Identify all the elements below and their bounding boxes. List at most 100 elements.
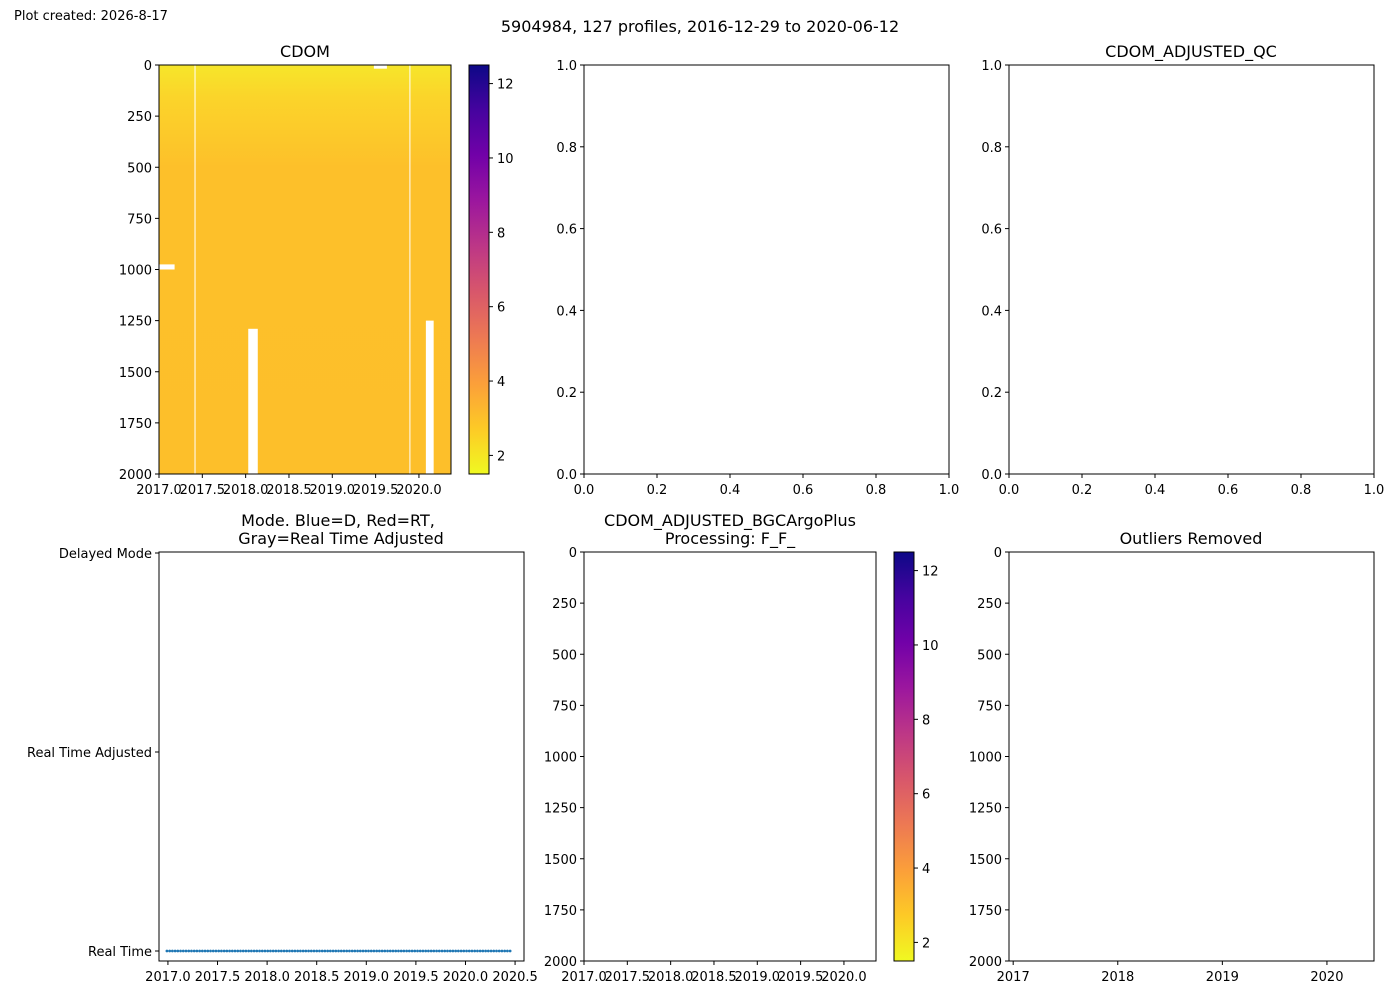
mode-point bbox=[377, 949, 381, 953]
cdom-colorbar-tick-label: 12 bbox=[497, 78, 514, 93]
cdom-x-tick-label: 2019.5 bbox=[353, 483, 399, 498]
mode-point bbox=[481, 949, 485, 953]
empty-top-middle-x-tick-label: 0.8 bbox=[866, 483, 887, 498]
mode-point bbox=[179, 949, 182, 953]
mode-point bbox=[214, 949, 218, 953]
mode-point bbox=[484, 949, 488, 953]
mode-panel: Mode. Blue=D, Red=RT, Gray=Real Time Adj… bbox=[27, 511, 538, 985]
empty-top-middle-x-tick-label: 0.2 bbox=[647, 483, 668, 498]
cdom-y-tick-label: 500 bbox=[127, 161, 152, 176]
mode-point bbox=[225, 949, 229, 953]
outliers-removed-axes-frame bbox=[1008, 551, 1375, 962]
mode-point bbox=[307, 949, 310, 953]
cdom-y-tick-label: 1250 bbox=[119, 315, 152, 330]
cdom-adjusted-qc-y-tick-label: 0.0 bbox=[981, 468, 1002, 483]
cdom-panel: CDOM 2017.02017.52018.02018.52019.02019.… bbox=[119, 42, 514, 498]
mode-point bbox=[424, 949, 428, 953]
mode-point bbox=[407, 949, 411, 953]
mode-point bbox=[255, 949, 259, 953]
mode-point bbox=[247, 949, 251, 953]
mode-point bbox=[170, 949, 174, 953]
cdom-adjusted-bgc-y-tick-label: 1750 bbox=[544, 904, 577, 919]
mode-point bbox=[337, 949, 340, 953]
cdom-colorbar: 2 4 6 8 10 12 bbox=[468, 64, 514, 475]
mode-point bbox=[467, 949, 471, 953]
cdom-x-tick-label: 2017.5 bbox=[180, 483, 226, 498]
outliers-removed-x-tick-label: 2020 bbox=[1310, 970, 1343, 985]
mode-point bbox=[405, 949, 409, 953]
cdom-adjusted-bgc-colorbar-tick-label: 8 bbox=[922, 713, 930, 728]
mode-point bbox=[345, 949, 349, 953]
cdom-adjusted-bgc-y-tick-label: 750 bbox=[552, 699, 577, 714]
cdom-adjusted-qc-x-tick-label: 0.6 bbox=[1218, 483, 1239, 498]
cdom-colorbar-tick-label: 8 bbox=[497, 226, 505, 241]
mode-x-tick-label: 2018.0 bbox=[244, 970, 290, 985]
cdom-adjusted-bgc-axes-frame bbox=[583, 551, 877, 962]
outliers-removed-x-tick-label: 2018 bbox=[1101, 970, 1134, 985]
mode-point bbox=[503, 949, 507, 953]
mode-point bbox=[200, 949, 204, 953]
cdom-adjusted-qc-y-tick-label: 0.8 bbox=[981, 141, 1002, 156]
cdom-y-tick-label: 2000 bbox=[119, 468, 152, 483]
mode-point bbox=[168, 949, 172, 953]
cdom-adjusted-bgc-colorbar-tick-label: 10 bbox=[922, 639, 939, 654]
mode-point bbox=[394, 949, 398, 953]
mode-point bbox=[266, 949, 270, 953]
mode-point bbox=[326, 949, 330, 953]
mode-y-tick-label: Real Time bbox=[88, 945, 152, 960]
empty-top-middle-y-tick-label: 0.0 bbox=[556, 468, 577, 483]
cdom-missing-region bbox=[425, 320, 434, 474]
outliers-removed-y-tick-label: 1250 bbox=[969, 802, 1002, 817]
mode-point bbox=[486, 949, 490, 953]
mode-point bbox=[476, 949, 479, 953]
cdom-y-tick-label: 1750 bbox=[119, 417, 152, 432]
mode-point bbox=[440, 949, 444, 953]
mode-point bbox=[288, 949, 291, 953]
cdom-y-tick-label: 0 bbox=[144, 59, 152, 74]
cdom-missing-region bbox=[409, 65, 411, 474]
empty-top-middle-x-tick-label: 0.4 bbox=[720, 483, 741, 498]
mode-point bbox=[388, 949, 392, 953]
mode-point bbox=[176, 949, 180, 953]
empty-top-middle-y-tick-label: 0.6 bbox=[556, 223, 577, 238]
mode-point bbox=[282, 949, 286, 953]
cdom-adjusted-bgc-y-tick-label: 1500 bbox=[544, 853, 577, 868]
cdom-title: CDOM bbox=[280, 42, 330, 61]
cdom-adjusted-bgc-y-tick-label: 500 bbox=[552, 648, 577, 663]
mode-point bbox=[269, 949, 272, 953]
mode-point bbox=[339, 949, 343, 953]
plot-created-label: Plot created: 2026-8-17 bbox=[14, 9, 168, 24]
mode-point bbox=[459, 949, 463, 953]
mode-point bbox=[328, 949, 332, 953]
mode-point bbox=[478, 949, 482, 953]
mode-point bbox=[435, 949, 438, 953]
outliers-removed-y-tick-label: 250 bbox=[977, 597, 1002, 612]
empty-top-middle-x-tick-label: 0.6 bbox=[793, 483, 814, 498]
mode-point bbox=[290, 949, 294, 953]
cdom-x-tick-label: 2019.0 bbox=[310, 483, 356, 498]
mode-point bbox=[410, 949, 414, 953]
mode-point bbox=[367, 949, 370, 953]
cdom-adjusted-bgc-colorbar-tick-label: 12 bbox=[922, 565, 939, 580]
mode-point bbox=[228, 949, 231, 953]
cdom-adjusted-bgc-x-tick-label: 2017.0 bbox=[561, 970, 607, 985]
mode-point bbox=[418, 949, 422, 953]
cdom-y-tick-label: 1000 bbox=[119, 264, 152, 279]
mode-axes-frame bbox=[158, 551, 525, 962]
cdom-colorbar-tick-label: 6 bbox=[497, 301, 505, 316]
outliers-removed-title: Outliers Removed bbox=[1120, 529, 1263, 548]
cdom-adjusted-bgc-colorbar-tick-label: 2 bbox=[922, 936, 930, 951]
cdom-adjusted-bgc-y-tick-label: 1000 bbox=[544, 751, 577, 766]
cdom-adjusted-qc-x-tick-label: 0.4 bbox=[1145, 483, 1166, 498]
mode-point bbox=[402, 949, 406, 953]
mode-point bbox=[342, 949, 346, 953]
mode-points bbox=[165, 949, 512, 953]
cdom-adjusted-bgc-colorbar: 2 4 6 8 10 12 bbox=[893, 551, 939, 962]
mode-point bbox=[470, 949, 474, 953]
cdom-colorbar-tick-label: 2 bbox=[497, 449, 505, 464]
mode-point bbox=[364, 949, 368, 953]
mode-point bbox=[489, 949, 493, 953]
cdom-y-tick-label: 750 bbox=[127, 212, 152, 227]
cdom-adjusted-bgc-title-line2: Processing: F_F_ bbox=[665, 529, 796, 549]
mode-point bbox=[312, 949, 316, 953]
